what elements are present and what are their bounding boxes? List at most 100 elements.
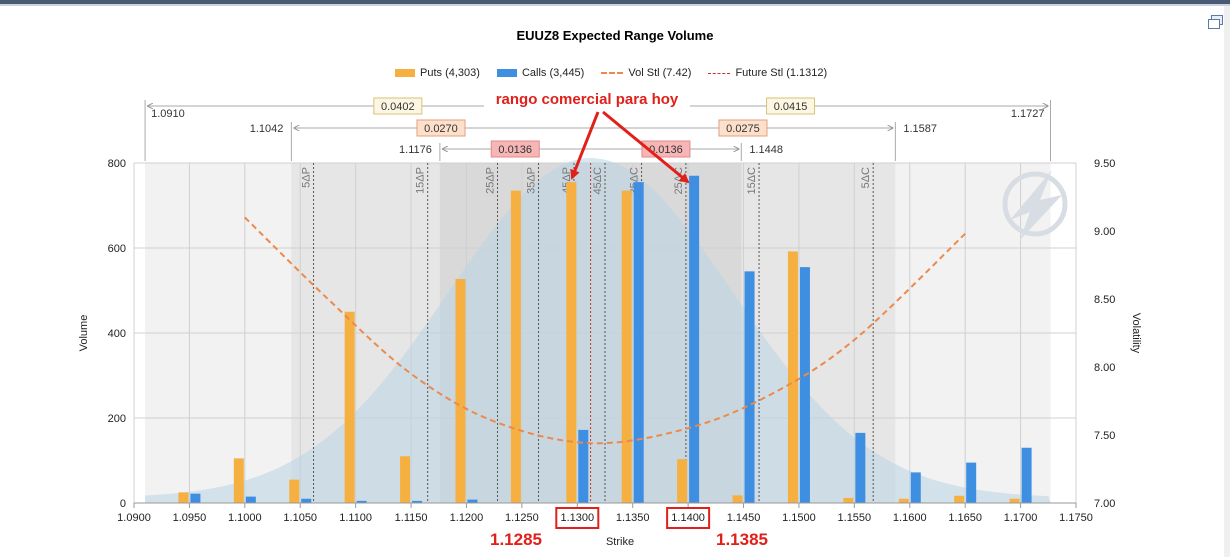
- legend-calls[interactable]: Calls (3,445): [496, 67, 585, 80]
- bar-calls: [412, 500, 423, 503]
- bar-calls: [356, 500, 367, 503]
- y-tick-label: 200: [108, 413, 126, 425]
- delta-label: 15ΔP: [415, 167, 427, 194]
- x-tick-label: 1.1350: [616, 512, 650, 524]
- y2-axis-label: Volatility: [1130, 313, 1142, 354]
- legend-vol[interactable]: Vol Stl (7.42): [601, 67, 691, 79]
- chart-title: EUUZ8 Expected Range Volume: [516, 28, 714, 43]
- bar-calls: [910, 472, 921, 503]
- callout-arrow-high: [602, 110, 690, 184]
- x-tick-label: 1.1650: [948, 512, 982, 524]
- window-top-bar-shadow: [0, 4, 1230, 6]
- range-width-label: 0.0270: [424, 123, 458, 135]
- y-tick-label: 800: [108, 158, 126, 170]
- delta-label: 45ΔC: [592, 167, 604, 195]
- y2-tick-label: 9.50: [1094, 158, 1115, 170]
- x-tick-label: 1.0900: [117, 512, 151, 524]
- watermark-logo-icon: [1002, 170, 1068, 240]
- delta-label: 5ΔP: [301, 167, 313, 188]
- range-width-label: 0.0402: [381, 101, 415, 113]
- x-tick-label: 1.1250: [505, 512, 539, 524]
- range-low-label: 1.1176: [399, 144, 432, 156]
- highlight-tick-box: [555, 507, 600, 529]
- y2-tick-label: 7.50: [1094, 430, 1115, 442]
- delta-label: 5ΔC: [860, 167, 872, 188]
- bar-calls: [633, 182, 644, 503]
- bar-puts: [400, 456, 411, 503]
- highlight-tick-box: [666, 507, 711, 529]
- legend-puts-label: Puts (4,303): [420, 67, 480, 80]
- legend-calls-label: Calls (3,445): [521, 67, 585, 80]
- range-width-label: 0.0136: [649, 144, 683, 156]
- bar-calls: [1021, 447, 1032, 503]
- x-tick-label: 1.1150: [395, 512, 428, 524]
- x-tick-label: 1.1550: [838, 512, 872, 524]
- bar-calls: [689, 175, 700, 503]
- x-tick-label: 1.1450: [727, 512, 761, 524]
- bar-calls: [245, 496, 256, 503]
- delta-label: 25ΔP: [485, 167, 497, 194]
- y-tick-label: 600: [108, 243, 126, 255]
- bar-calls: [190, 493, 201, 503]
- y2-tick-label: 9.00: [1094, 226, 1115, 238]
- x-tick-label: 1.1300: [560, 512, 594, 524]
- restore-window-icon[interactable]: [1208, 15, 1223, 29]
- x-axis-label: Strike: [606, 536, 634, 548]
- callout-text: rango comercial para hoy: [496, 91, 679, 108]
- x-tick-label: 1.0950: [173, 512, 207, 524]
- callout-arrow-low: [570, 111, 600, 180]
- bar-puts: [732, 495, 743, 503]
- bar-puts: [233, 458, 244, 503]
- bar-calls: [799, 267, 810, 503]
- x-tick-label: 1.1050: [283, 512, 317, 524]
- y2-tick-label: 7.00: [1094, 498, 1115, 510]
- x-tick-label: 1.1100: [339, 512, 372, 524]
- x-tick-label: 1.1700: [1004, 512, 1038, 524]
- range-width-box: [490, 140, 540, 158]
- chart-legend: Puts (4,303) Calls (3,445) Vol Stl (7.42…: [395, 67, 841, 79]
- bar-calls: [744, 271, 755, 503]
- y2-tick-label: 8.00: [1094, 362, 1115, 374]
- legend-future-label: Future Stl (1.1312): [735, 67, 828, 80]
- range-width-box: [416, 119, 466, 137]
- y-tick-label: 400: [108, 328, 126, 340]
- annotation-high-value: 1.1385: [716, 530, 768, 549]
- range-width-box: [718, 119, 768, 137]
- range-low-label: 1.1042: [250, 123, 284, 135]
- y-axis-label: Volume: [78, 315, 90, 352]
- legend-puts[interactable]: Puts (4,303): [395, 67, 480, 79]
- y-tick-label: 0: [120, 498, 126, 510]
- x-tick-label: 1.1500: [782, 512, 816, 524]
- bar-puts: [621, 190, 632, 503]
- range-width-label: 0.0415: [774, 101, 808, 113]
- bar-calls: [301, 498, 312, 503]
- y2-tick-label: 8.50: [1094, 294, 1115, 306]
- x-tick-label: 1.1750: [1059, 512, 1093, 524]
- annotation-low-value: 1.1285: [490, 530, 542, 549]
- delta-label: 35ΔP: [526, 167, 538, 194]
- bar-puts: [566, 182, 577, 503]
- delta-label: 15ΔC: [746, 167, 758, 195]
- x-tick-label: 1.1200: [450, 512, 484, 524]
- bar-puts: [455, 279, 466, 503]
- bar-puts: [898, 498, 909, 503]
- bar-puts: [1009, 498, 1020, 503]
- vol-settle-curve: [244, 216, 966, 445]
- puts-swatch-icon: [395, 69, 415, 78]
- legend-vol-label: Vol Stl (7.42): [628, 67, 692, 80]
- range-high-label: 1.1448: [749, 144, 783, 156]
- callout-background: [484, 86, 690, 110]
- legend-future[interactable]: Future Stl (1.1312): [708, 67, 827, 79]
- x-tick-label: 1.1600: [893, 512, 927, 524]
- bar-puts: [677, 459, 688, 503]
- window-top-bar: [0, 0, 1230, 4]
- bar-calls: [578, 429, 589, 503]
- future-line-icon: [708, 72, 731, 74]
- bar-puts: [787, 251, 798, 503]
- scrollbar[interactable]: [1224, 6, 1230, 557]
- range-width-box: [766, 97, 816, 115]
- bar-puts: [954, 495, 965, 503]
- bar-puts: [289, 479, 300, 503]
- range-high-label: 1.1587: [903, 123, 937, 135]
